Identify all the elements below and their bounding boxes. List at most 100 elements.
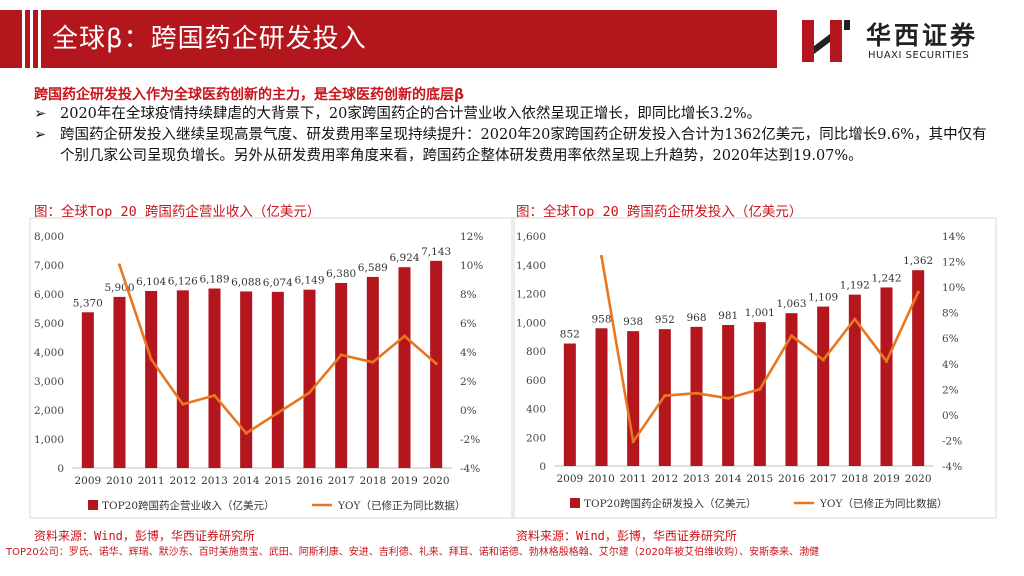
bar-value-label: 7,143 <box>421 246 451 258</box>
left-axis-tick-label: 400 <box>526 404 546 416</box>
x-tick-label: 2009 <box>556 473 583 485</box>
x-tick-label: 2015 <box>264 475 291 487</box>
legend-line-label: YOY（已修正为同比数据） <box>819 497 947 510</box>
x-tick-label: 2015 <box>746 473 773 485</box>
x-tick-label: 2013 <box>683 473 710 485</box>
bar-value-label: 6,074 <box>263 277 293 289</box>
bullet-list: ➢ 2020年在全球疫情持续肆虐的大背景下，20家跨国药企的合计营业收入依然呈现… <box>34 104 994 167</box>
yoy-point <box>307 391 312 395</box>
left-axis-tick-label: 2,000 <box>34 405 64 417</box>
yoy-point <box>244 431 248 435</box>
left-axis-tick-label: 1,200 <box>516 289 546 301</box>
left-axis-tick-label: 8,000 <box>34 231 64 243</box>
bar-value-label: 958 <box>591 313 611 325</box>
yoy-point <box>117 263 122 267</box>
bar-value-label: 1,001 <box>745 307 775 319</box>
x-tick-label: 2014 <box>233 475 260 487</box>
header: 全球β：跨国药企研发投入 华西证券 HUAXI SECURITIES <box>0 0 1024 78</box>
yoy-point <box>371 360 375 364</box>
bar-value-label: 1,242 <box>871 272 901 284</box>
right-axis-tick-label: 12% <box>460 231 483 243</box>
x-tick-label: 2011 <box>620 473 647 485</box>
bar-value-label: 6,149 <box>294 275 324 287</box>
left-axis-tick-label: 7,000 <box>34 260 64 272</box>
arrow-bullet-icon: ➢ <box>34 106 47 122</box>
bar <box>785 313 798 466</box>
rnd-chart: 图：全球Top 20 跨国药企研发投入（亿美元） 0 200 400 600 800 1,… <box>510 200 1000 543</box>
right-axis-tick-label: 6% <box>942 333 959 345</box>
huaxi-logo-icon <box>802 20 850 62</box>
x-tick-label: 2010 <box>588 473 615 485</box>
bar <box>398 267 411 468</box>
title-stripe <box>38 10 41 68</box>
bar <box>303 289 316 468</box>
yoy-point <box>339 353 343 357</box>
bar-value-label: 6,126 <box>168 275 198 287</box>
bar-value-label: 6,589 <box>358 262 388 274</box>
yoy-point <box>694 391 699 395</box>
left-axis-tick-label: 600 <box>526 375 546 387</box>
bar <box>176 290 189 468</box>
yoy-point <box>663 394 667 398</box>
bullet-item: ➢ 2020年在全球疫情持续肆虐的大背景下，20家跨国药企的合计营业收入依然呈现… <box>34 104 994 125</box>
x-tick-label: 2013 <box>201 475 228 487</box>
legend-bar-swatch <box>88 500 98 510</box>
bar <box>722 324 735 466</box>
yoy-point <box>853 317 857 321</box>
bar-value-label: 981 <box>718 310 738 322</box>
left-axis-tick-label: 200 <box>526 432 546 444</box>
x-tick-label: 2019 <box>391 475 418 487</box>
x-tick-label: 2017 <box>810 473 837 485</box>
bar <box>335 282 348 468</box>
bar <box>113 296 126 468</box>
bar-value-label: 1,109 <box>808 292 838 304</box>
chart-source: 资料来源：Wind，彭博，华西证券研究所 <box>516 529 737 543</box>
x-tick-label: 2014 <box>715 473 742 485</box>
bar-value-label: 968 <box>686 312 706 324</box>
bar <box>912 270 925 466</box>
right-axis-tick-label: 12% <box>942 257 965 269</box>
arrow-bullet-icon: ➢ <box>34 127 47 143</box>
chart-frame <box>29 217 515 519</box>
bar <box>366 276 379 468</box>
bar-value-label: 938 <box>623 316 643 328</box>
x-tick-label: 2018 <box>359 475 386 487</box>
logo-english-name: HUAXI SECURITIES <box>868 50 970 61</box>
left-axis-tick-label: 5,000 <box>34 318 64 330</box>
bar <box>753 322 766 466</box>
right-axis-tick-label: 8% <box>942 308 959 320</box>
bar-value-label: 852 <box>560 329 580 341</box>
right-axis-tick-label: 10% <box>460 260 483 272</box>
x-tick-label: 2012 <box>651 473 678 485</box>
x-tick-label: 2012 <box>169 475 196 487</box>
yoy-point <box>821 358 825 362</box>
left-axis-tick-label: 4,000 <box>34 347 64 359</box>
right-axis-tick-label: 4% <box>460 347 477 359</box>
left-axis-tick-label: 6,000 <box>34 289 64 301</box>
yoy-point <box>599 254 604 259</box>
subheading: 跨国药企研发投入作为全球医药创新的主力，是全球医药创新的底层β <box>34 87 465 103</box>
bar <box>271 291 284 468</box>
right-axis-tick-label: 10% <box>942 282 965 294</box>
bar-value-label: 6,924 <box>389 252 419 264</box>
right-axis-tick-label: -2% <box>460 434 480 446</box>
x-tick-label: 2010 <box>106 475 133 487</box>
yoy-point <box>916 290 920 294</box>
bullet-text: 2020年在全球疫情持续肆虐的大背景下，20家跨国药企的合计营业收入依然呈现正增… <box>60 106 762 122</box>
x-tick-label: 2020 <box>423 475 450 487</box>
bar <box>880 287 893 466</box>
chart-title: 图：全球Top 20 跨国药企研发投入（亿美元） <box>516 204 803 220</box>
left-axis-tick-label: 1,000 <box>516 317 546 329</box>
bar <box>240 291 253 468</box>
x-tick-label: 2009 <box>74 475 101 487</box>
bar-value-label: 5,900 <box>104 282 134 294</box>
x-tick-label: 2019 <box>873 473 900 485</box>
yoy-point <box>789 334 794 338</box>
bar-value-label: 5,370 <box>73 297 103 309</box>
yoy-point <box>181 402 185 406</box>
bar <box>848 294 861 466</box>
legend-bar-label: TOP20跨国药企研发投入（亿美元） <box>584 497 757 510</box>
right-axis-tick-label: 14% <box>942 231 965 243</box>
yoy-point <box>402 334 407 338</box>
bar-value-label: 6,189 <box>199 274 229 286</box>
